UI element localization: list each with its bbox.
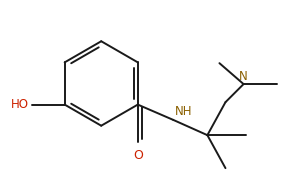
Text: NH: NH — [175, 105, 192, 118]
Text: O: O — [133, 149, 143, 162]
Text: N: N — [239, 70, 248, 83]
Text: HO: HO — [11, 98, 29, 111]
